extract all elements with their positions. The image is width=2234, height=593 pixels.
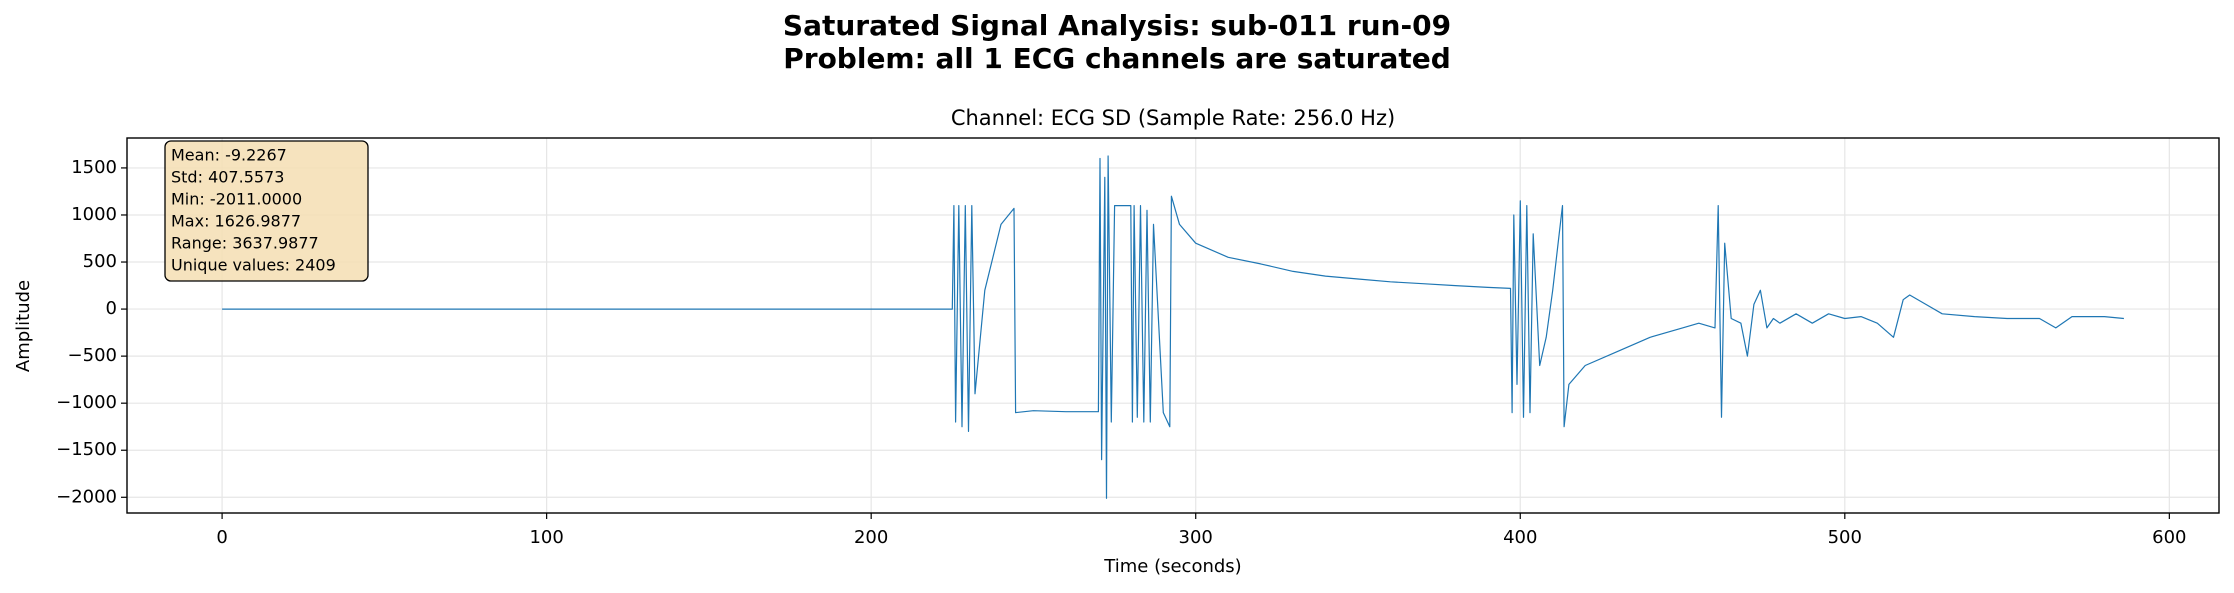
x-tick-label: 600 [2152,527,2186,548]
y-tick-label: −1000 [56,392,117,413]
x-axis-label: Time (seconds) [1103,556,1241,577]
signal-line [222,155,2124,499]
subtitle: Channel: ECG SD (Sample Rate: 256.0 Hz) [951,106,1395,130]
axes-frame [126,137,2220,514]
x-tick-label: 400 [1503,527,1537,548]
stats-box: Mean: -9.2267 Std: 407.5573 Min: -2011.000… [164,140,369,282]
x-tick-label: 300 [1179,527,1213,548]
chart-title: Problem: all 1 ECG channels are saturate… [783,42,1451,75]
y-tick-label: −2000 [56,486,117,507]
y-axis-label: Amplitude [13,280,34,372]
x-tick-label: 100 [529,527,563,548]
y-tick-label: 1500 [71,157,117,178]
stats-box-bg [164,140,369,282]
stats-line: Unique values: 2409 [171,256,336,275]
y-tick-label: −1500 [56,439,117,460]
y-tick-label: 500 [83,251,117,272]
x-tick-label: 200 [854,527,888,548]
x-tick-label: 0 [216,527,227,548]
y-tick-label: 1000 [71,204,117,225]
stats-line: Mean: -9.2267 [171,146,287,165]
chart-title: Saturated Signal Analysis: sub-011 run-0… [783,9,1451,42]
stats-line: Range: 3637.9877 [171,234,319,253]
y-tick-label: 0 [106,298,117,319]
stats-line: Min: -2011.0000 [171,190,302,209]
x-tick-label: 500 [1828,527,1862,548]
stats-line: Max: 1626.9877 [171,212,301,231]
y-tick-label: −500 [68,345,117,366]
stats-line: Std: 407.5573 [171,168,284,187]
